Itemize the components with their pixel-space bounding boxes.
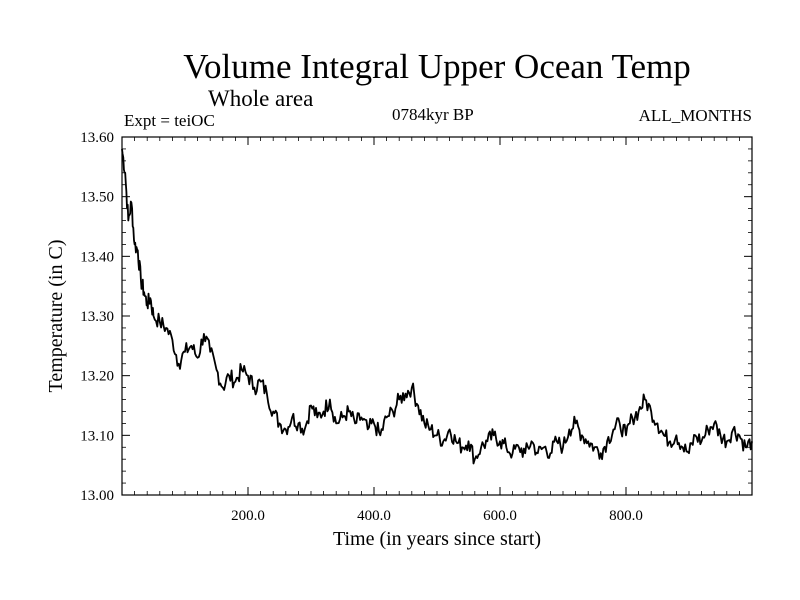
y-tick-label: 13.30: [80, 309, 114, 325]
x-tick-label: 600.0: [483, 508, 517, 524]
x-tick-label: 800.0: [609, 508, 643, 524]
y-axis-title: Temperature (in C): [45, 240, 67, 393]
x-tick-label: 400.0: [357, 508, 391, 524]
x-axis-ticks: 200.0 400.0 600.0 800.0: [134, 137, 740, 524]
y-tick-label: 13.20: [80, 369, 114, 385]
chart-title: Volume Integral Upper Ocean Temp: [183, 47, 690, 86]
y-tick-label: 13.00: [80, 488, 114, 504]
months-label: ALL_MONTHS: [639, 106, 752, 125]
y-tick-label: 13.40: [80, 249, 114, 265]
chart-subtitle: Whole area: [208, 86, 313, 111]
experiment-label: Expt = teiOC: [124, 111, 215, 130]
x-tick-label: 200.0: [231, 508, 265, 524]
x-axis-title: Time (in years since start): [333, 528, 541, 550]
period-label: 0784kyr BP: [392, 105, 474, 124]
y-tick-label: 13.50: [80, 190, 114, 206]
y-axis-ticks: 13.00 13.10 13.20 13.30 13.40 13.50 13.60: [80, 130, 752, 504]
series-line: [121, 148, 753, 465]
plot-frame: [121, 136, 753, 496]
y-tick-label: 13.10: [80, 428, 114, 444]
y-tick-label: 13.60: [80, 130, 114, 146]
